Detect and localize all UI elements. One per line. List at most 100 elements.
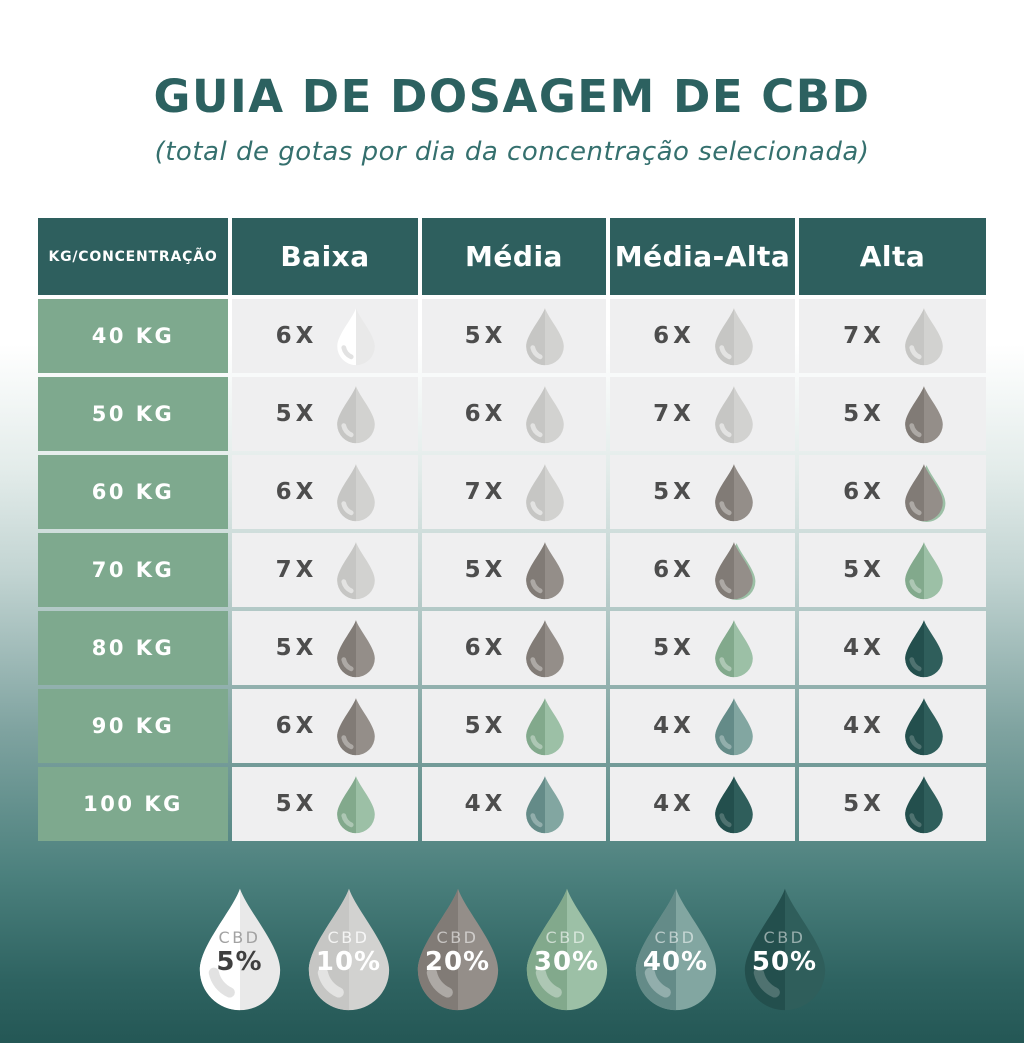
dose-cell: 5X [610, 611, 795, 685]
dose-count: 6X [843, 479, 885, 505]
dose-count: 5X [464, 713, 507, 739]
dose-count: 5X [843, 401, 885, 427]
legend-percentage: 50% [751, 947, 818, 977]
drop-icon [905, 619, 943, 677]
legend-cbd-label: CBD [545, 928, 588, 947]
dose-count: 7X [464, 479, 507, 505]
drop-icon [526, 775, 565, 833]
legend-cbd-label: CBD [654, 928, 697, 947]
legend-cbd-label: CBD [436, 928, 479, 947]
legend-item-cbd-5: CBD 5% [192, 886, 288, 1012]
drop-icon [744, 888, 825, 1011]
legend-item-cbd-50: CBD 50% [737, 886, 833, 1012]
dose-count: 5X [843, 791, 885, 817]
dose-count: 4X [653, 791, 695, 817]
drop-icon [417, 888, 498, 1011]
drop-icon [526, 385, 565, 443]
drop-icon [905, 307, 943, 365]
drop-icon [715, 541, 756, 600]
legend-item-cbd-20: CBD 20% [410, 886, 506, 1012]
dose-cell: 6X [610, 533, 795, 607]
legend-percentage: 40% [642, 947, 709, 977]
dose-cell: 5X [799, 533, 986, 607]
dose-cell: 5X [799, 767, 986, 841]
dose-cell: 5X [232, 767, 418, 841]
drop-icon [337, 541, 376, 599]
dose-count: 7X [843, 323, 885, 349]
drop-icon [715, 619, 753, 677]
row-label-50-kg: 50 KG [38, 377, 228, 451]
drop-icon [715, 307, 753, 365]
dose-cell: 4X [610, 689, 795, 763]
dose-count: 6X [653, 557, 695, 583]
dose-cell: 6X [232, 689, 418, 763]
legend-percentage: 10% [315, 947, 382, 977]
legend-percentage: 30% [533, 947, 600, 977]
dose-cell: 6X [799, 455, 986, 529]
dose-cell: 4X [422, 767, 606, 841]
dose-cell: 5X [799, 377, 986, 451]
cbd-concentration-legend: CBD 5% CBD 10% CBD 20% CBD 30% CBD 40% CBD 50% [0, 886, 1024, 1012]
dose-cell: 5X [422, 299, 606, 373]
drop-icon [905, 463, 946, 522]
drop-icon [715, 775, 753, 833]
drop-icon [905, 541, 943, 599]
dose-cell: 5X [422, 689, 606, 763]
legend-item-cbd-30: CBD 30% [519, 886, 615, 1012]
drop-icon [526, 619, 565, 677]
drop-icon [715, 697, 753, 755]
dose-count: 5X [653, 479, 695, 505]
dose-count: 5X [653, 635, 695, 661]
drop-icon [199, 888, 280, 1011]
column-header-alta: Alta [799, 218, 986, 295]
dose-count: 6X [653, 323, 695, 349]
dose-count: 4X [843, 713, 885, 739]
column-header-m-dia-alta: Média-Alta [610, 218, 795, 295]
drop-icon [715, 463, 753, 521]
dose-cell: 4X [799, 689, 986, 763]
dose-cell: 6X [422, 611, 606, 685]
page-title: GUIA DE DOSAGEM DE CBD [153, 70, 871, 123]
dose-cell: 5X [232, 611, 418, 685]
column-header-kg-concentra-o: KG/CONCENTRAÇÃO [38, 218, 228, 295]
drop-icon [526, 307, 565, 365]
dose-count: 4X [843, 635, 885, 661]
drop-icon [526, 888, 607, 1011]
drop-icon [337, 619, 376, 677]
legend-percentage: 5% [216, 947, 263, 977]
drop-icon [635, 888, 716, 1011]
page-subtitle: (total de gotas por dia da concentração … [154, 137, 870, 167]
dose-cell: 4X [610, 767, 795, 841]
drop-icon [337, 385, 376, 443]
dose-count: 5X [275, 635, 318, 661]
drop-icon [905, 697, 943, 755]
dose-count: 6X [464, 635, 507, 661]
row-label-60-kg: 60 KG [38, 455, 228, 529]
dose-count: 5X [464, 557, 507, 583]
drop-icon [337, 697, 376, 755]
legend-item-cbd-10: CBD 10% [301, 886, 397, 1012]
dose-count: 5X [464, 323, 507, 349]
drop-icon [526, 541, 565, 599]
row-label-80-kg: 80 KG [38, 611, 228, 685]
row-label-70-kg: 70 KG [38, 533, 228, 607]
drop-icon [715, 385, 753, 443]
dose-cell: 4X [799, 611, 986, 685]
dose-count: 6X [275, 479, 318, 505]
legend-cbd-label: CBD [327, 928, 370, 947]
dose-count: 5X [275, 791, 318, 817]
row-label-40-kg: 40 KG [38, 299, 228, 373]
dose-count: 5X [843, 557, 885, 583]
dose-count: 7X [275, 557, 318, 583]
drop-icon [337, 463, 376, 521]
dose-cell: 7X [610, 377, 795, 451]
legend-item-cbd-40: CBD 40% [628, 886, 724, 1012]
cbd-dosage-infographic: GUIA DE DOSAGEM DE CBD (total de gotas p… [0, 0, 1024, 1011]
dose-count: 4X [653, 713, 695, 739]
dose-count: 6X [464, 401, 507, 427]
dose-cell: 6X [232, 299, 418, 373]
dose-cell: 7X [422, 455, 606, 529]
dose-count: 6X [275, 323, 318, 349]
dose-count: 6X [275, 713, 318, 739]
dose-cell: 6X [610, 299, 795, 373]
